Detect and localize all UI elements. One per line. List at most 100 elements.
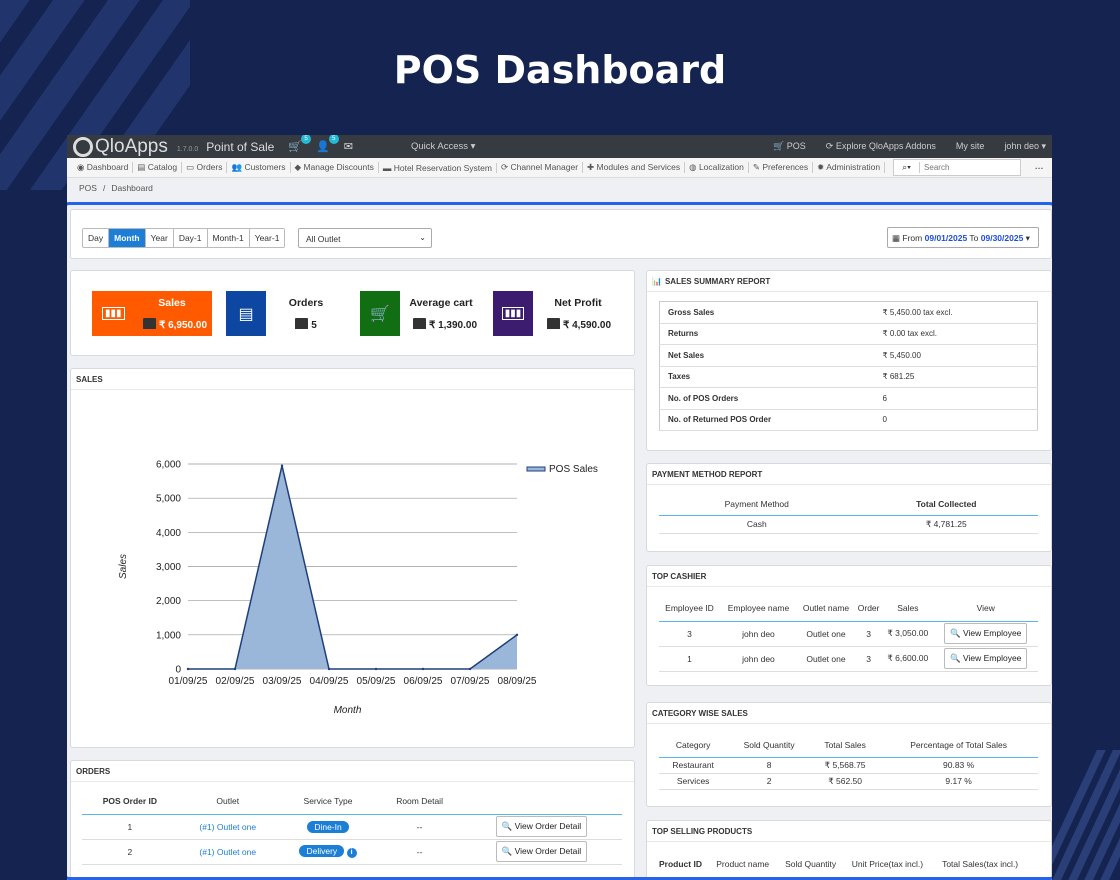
outlet-select[interactable]: All Outlet ⌄ [298, 228, 432, 248]
info-icon[interactable]: i [346, 847, 357, 858]
sales-summary-table: Gross Sales ₹ 5,450.00 tax excl. Returns ₹… [659, 301, 1038, 431]
cash-register-icon [412, 318, 426, 329]
mail-notification[interactable]: ✉ [344, 140, 353, 153]
date-range-picker[interactable]: ▦ From 09/01/2025 To 09/30/2025 ▾ [887, 227, 1039, 248]
menu-item-hotel[interactable]: ▬ Hotel Reservation System [379, 162, 497, 173]
view-order-detail-button[interactable]: 🔍 View Order Detail [495, 841, 588, 862]
y-tick-label: 6,000 [156, 460, 181, 471]
cart-icon: 🛒 [288, 141, 303, 153]
user-notification[interactable]: 👤 5 [316, 135, 339, 153]
kpi-net-profit-value: ₹ 4,590.00 [539, 318, 619, 331]
series-area [188, 465, 517, 669]
order-outlet-link[interactable]: (#1) Outlet one [177, 814, 278, 840]
pos-link[interactable]: 🛒 POS [773, 141, 806, 151]
search-icon[interactable]: ⌕▾ [894, 162, 921, 173]
legend-swatch [526, 466, 546, 472]
view-employee-button[interactable]: 🔍 View Employee [944, 648, 1028, 669]
table-row: 1 (#1) Outlet one Dine-In -- 🔍 View Orde… [82, 814, 622, 840]
order-outlet-link[interactable]: (#1) Outlet one [177, 839, 278, 865]
menu-item-preferences[interactable]: ✎ Preferences [749, 162, 814, 173]
period-year-1-button[interactable]: Year-1 [249, 229, 285, 247]
menu-item-channel[interactable]: ⟳ Channel Manager [497, 162, 584, 173]
kpi-net-profit-box[interactable]: ▮▮▮ [493, 291, 533, 336]
dashboard-content: Day Month Year Day-1 Month-1 Year-1 All … [67, 202, 1052, 880]
period-day-1-button[interactable]: Day-1 [173, 229, 208, 247]
data-point [421, 667, 425, 671]
data-point [515, 633, 519, 637]
top-selling-products-header: TOP SELLING PRODUCTS [647, 821, 1051, 842]
y-tick-label: 0 [175, 665, 181, 676]
puzzle-icon: ✚ [587, 162, 597, 172]
breadcrumb-root[interactable]: POS [79, 183, 97, 193]
view-order-detail-button[interactable]: 🔍 View Order Detail [495, 816, 588, 837]
book-icon: ▤ [137, 162, 148, 172]
search-input[interactable] [920, 163, 1021, 172]
table-row: Restaurant 8 ₹ 5,568.75 90.83 % [659, 757, 1038, 774]
x-tick-label: 05/09/25 [357, 676, 396, 687]
period-month-1-button[interactable]: Month-1 [207, 229, 250, 247]
user-icon: 👤 [316, 141, 330, 153]
col-employee-name: Employee name [720, 596, 797, 622]
breadcrumb-current: Dashboard [111, 183, 153, 193]
qloapps-logo[interactable]: QloApps [73, 136, 168, 158]
col-sold-quantity: Sold Quantity [727, 733, 811, 758]
x-tick-label: 06/09/25 [404, 676, 443, 687]
cart-notification[interactable]: 🛒 5 [288, 135, 312, 153]
more-menu[interactable]: ··· [1035, 162, 1044, 173]
menu-item-administration[interactable]: ✹ Administration [813, 162, 886, 173]
decor-stripes-bottom [1050, 750, 1120, 880]
gear-icon: ✹ [817, 162, 827, 172]
col-view: View [933, 596, 1038, 622]
y-tick-label: 4,000 [156, 528, 181, 539]
dashboard-icon: ◉ [77, 162, 87, 172]
date-to: 09/30/2025 [980, 233, 1024, 243]
kpi-sales-value: ₹ 6,950.00 [135, 318, 215, 331]
user-menu[interactable]: john deo ▾ [1004, 141, 1046, 151]
kpi-orders-box[interactable]: ▤ [226, 291, 266, 336]
chevron-down-icon: ⌄ [419, 233, 426, 242]
period-year-button[interactable]: Year [145, 229, 174, 247]
credit-card-icon: ▭ [186, 162, 197, 172]
legend-label: POS Sales [549, 464, 598, 475]
data-point [327, 667, 331, 671]
orders-card: ORDERS POS Order ID Outlet Service Type … [70, 760, 635, 877]
view-employee-button[interactable]: 🔍 View Employee [944, 623, 1028, 644]
table-row: No. of Returned POS Order 0 [659, 409, 1038, 431]
cart-badge: 5 [301, 135, 312, 144]
category-sales-card: CATEGORY WISE SALES Category Sold Quanti… [646, 702, 1052, 807]
order-id: 2 [82, 839, 178, 865]
kpi-avg-cart-box[interactable]: 🛒 [360, 291, 400, 336]
quick-access-menu[interactable]: Quick Access ▾ [410, 141, 476, 152]
calendar-icon: ▦ [892, 233, 903, 243]
table-row: No. of POS Orders 6 [659, 387, 1038, 410]
col-total-sales: Total Sales(tax incl.) [942, 859, 1019, 869]
outlet-select-value: All Outlet [306, 234, 341, 244]
col-product-name: Product name [716, 859, 770, 869]
sales-chart-header: SALES [71, 369, 634, 390]
menu-item-modules[interactable]: ✚ Modules and Services [583, 162, 686, 173]
explore-addons-link[interactable]: ⟳ Explore QloApps Addons [825, 141, 936, 151]
menu-item-dashboard[interactable]: ◉ Dashboard [73, 162, 134, 173]
user-badge: 5 [328, 135, 339, 144]
service-type-badge: Delivery [299, 844, 345, 857]
cart-icon: 🛒 [370, 305, 390, 323]
menu-item-customers[interactable]: 👥 Customers [227, 162, 291, 173]
menu-item-localization[interactable]: ◍ Localization [685, 162, 749, 173]
top-selling-products-card: TOP SELLING PRODUCTS Product ID Product … [646, 820, 1052, 877]
data-point [374, 667, 378, 671]
table-row: Returns ₹ 0.00 tax excl. [659, 323, 1038, 345]
my-site-link[interactable]: My site [955, 141, 985, 151]
users-icon: 👥 [231, 162, 245, 172]
menu-item-orders[interactable]: ▭ Orders [182, 162, 228, 173]
data-point [280, 464, 284, 467]
period-month-button[interactable]: Month [109, 229, 146, 247]
table-row: Net Sales ₹ 5,450.00 [659, 344, 1038, 367]
table-row: 2 (#1) Outlet one Delivery i -- 🔍 View O… [82, 839, 622, 865]
menu-item-catalog[interactable]: ▤ Catalog [133, 162, 183, 173]
menu-item-discounts[interactable]: ◆ Manage Discounts [291, 162, 379, 173]
col-sold-quantity: Sold Quantity [785, 859, 837, 869]
period-day-button[interactable]: Day [83, 229, 110, 247]
zoom-icon: 🔍 [950, 653, 963, 663]
category-sales-header: CATEGORY WISE SALES [647, 703, 1051, 724]
sync-icon: ⟳ [500, 162, 511, 172]
